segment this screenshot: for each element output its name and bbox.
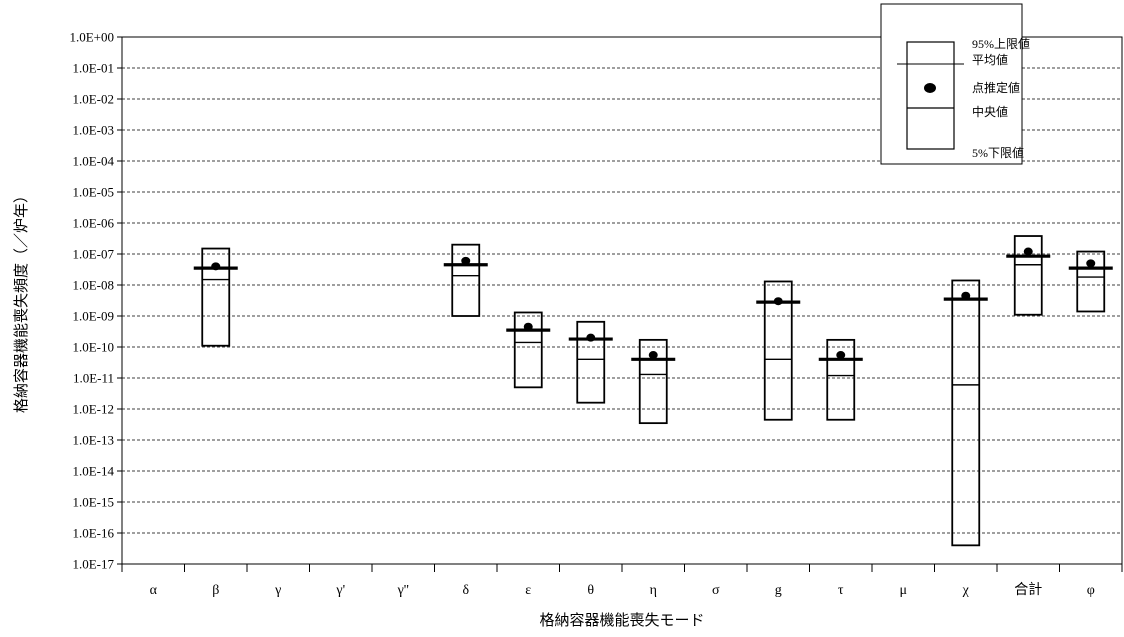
x-tick-label: α [150,583,158,598]
legend-upper-label: 95%上限値 [972,36,1030,51]
x-tick-label: g [775,583,782,598]
box-point-marker [1086,259,1096,268]
grid-lines [117,36,1123,572]
y-tick-labels: 1.0E+00 1.0E-01 1.0E-02 1.0E-03 1.0E-04 1.0E-… [69,30,114,572]
y-tick-label: 1.0E-02 [72,92,114,107]
plot-frame [121,36,1123,565]
legend-median-label: 中央値 [972,104,1008,119]
x-tick-label: φ [1087,583,1095,598]
box-point-marker [836,351,846,360]
legend-frame [880,3,1023,165]
box-range [763,280,793,421]
box-point-marker [1023,247,1033,256]
y-tick-label: 1.0E-05 [72,185,114,200]
y-tick-label: 1.0E-14 [72,464,114,479]
y-tick-label: 1.0E-17 [72,557,114,572]
x-tick-label: χ [962,583,970,598]
box-point-marker [523,322,533,331]
y-axis-title: 格納容器機能喪失頻度（／炉年） [12,188,30,413]
x-tick-label: γ' [335,583,345,598]
legend-point-label: 点推定値 [972,80,1020,95]
x-tick-label: γ'' [397,583,409,598]
y-tick-label: 1.0E-11 [73,371,114,386]
box-point-marker [586,333,596,342]
box-point-marker [211,262,221,271]
x-tick-label: 合計 [1014,582,1042,598]
box-range [576,320,606,404]
legend-mean-label: 平均値 [972,52,1008,67]
y-tick-label: 1.0E-09 [72,309,114,324]
box-range [638,338,668,425]
box-point-marker [773,297,783,306]
y-tick-label: 1.0E-08 [72,278,114,293]
box-range [1013,235,1043,316]
y-tick-label: 1.0E-12 [72,402,114,417]
y-tick-label: 1.0E-07 [72,247,114,262]
y-tick-label: 1.0E-03 [72,123,114,138]
x-tick-label: β [212,583,219,598]
box-range [451,243,481,317]
box-range [513,311,543,389]
y-tick-label: 1.0E-06 [72,216,114,231]
y-tick-label: 1.0E-15 [72,495,114,510]
y-tick-label: 1.0E-04 [72,154,114,169]
x-tick-label: ε [525,583,531,598]
x-tick-label: δ [462,583,469,598]
box-range [201,247,231,347]
box-range [826,338,856,421]
legend-box-sample [906,41,955,150]
x-tick-label: γ [274,583,281,598]
boxes [193,235,1113,547]
y-tick-label: 1.0E-16 [72,526,114,541]
box-range [1076,250,1106,313]
x-tick-labels: α β γ γ' γ'' δ ε θ η σ g τ μ χ 合計 φ [150,582,1095,598]
box-point-marker [961,291,971,300]
x-tick-label: τ [838,583,844,598]
x-tick-label: θ [587,583,594,598]
x-axis-title: 格納容器機能喪失モード [539,611,704,629]
box-range [951,279,981,547]
y-tick-label: 1.0E-13 [72,433,114,448]
box-point-marker [648,351,658,360]
x-tick-label: σ [712,583,720,598]
x-tick-label: η [650,583,657,598]
y-tick-label: 1.0E-10 [72,340,114,355]
legend-point-marker [924,83,936,93]
legend: 95%上限値 平均値 点推定値 中央値 5%下限値 [880,3,1030,165]
legend-lower-label: 5%下限値 [972,145,1024,160]
x-tick-label: μ [899,583,907,598]
y-tick-label: 1.0E+00 [69,30,114,45]
box-point-marker [461,256,471,265]
y-tick-label: 1.0E-01 [72,61,114,76]
